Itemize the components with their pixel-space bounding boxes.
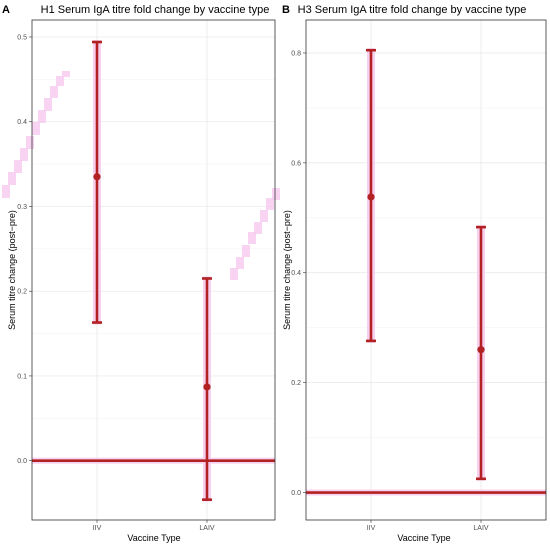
highlight-block xyxy=(254,222,262,234)
y-tick-label: 0.5 xyxy=(17,34,27,41)
panel-a-marks xyxy=(32,40,275,501)
highlight-block xyxy=(248,232,256,244)
panel-a-title: H1 Serum IgA titre fold change by vaccin… xyxy=(41,4,270,16)
point-estimate-iiv xyxy=(367,193,375,201)
highlight-block xyxy=(2,185,10,198)
panel-b-highlight-marks xyxy=(306,48,546,496)
panel-b-marks xyxy=(306,48,546,494)
x-tick-label: LAIV xyxy=(199,525,215,532)
point-estimate-laiv xyxy=(477,346,485,354)
panel-letter-b: B xyxy=(282,4,290,16)
point-estimate-laiv xyxy=(203,383,211,391)
highlight-block xyxy=(26,136,34,149)
highlight-block xyxy=(242,245,250,257)
highlight-block xyxy=(32,122,40,135)
panel-a-highlight-marks xyxy=(2,40,280,502)
highlight-block xyxy=(236,257,244,269)
highlight-block xyxy=(272,188,280,200)
x-tick-label: LAIV xyxy=(473,525,489,532)
panel-a-plot-frame xyxy=(31,19,276,521)
highlight-block xyxy=(38,110,46,123)
point-estimate-iiv xyxy=(93,173,101,181)
panel-a: A H1 Serum IgA titre fold change by vacc… xyxy=(2,4,280,543)
highlight-block xyxy=(44,98,52,111)
x-tick-label: IIV xyxy=(93,525,102,532)
highlight-block xyxy=(62,71,70,77)
y-tick-label: 0.4 xyxy=(291,270,301,277)
y-tick-label: 0.6 xyxy=(291,160,301,167)
panel-b-plot-frame xyxy=(305,19,547,521)
panel-a-x-axis-title: Vaccine Type xyxy=(127,533,180,543)
y-tick-label: 0.1 xyxy=(17,373,27,380)
highlight-block xyxy=(260,210,268,222)
y-tick-label: 0.8 xyxy=(291,50,301,57)
y-tick-label: 0.2 xyxy=(17,289,27,296)
y-tick-label: 0.0 xyxy=(291,490,301,497)
highlight-block xyxy=(56,76,64,86)
y-tick-label: 0.3 xyxy=(17,204,27,211)
panel-b-x-axis-title: Vaccine Type xyxy=(397,533,450,543)
y-tick-label: 0.4 xyxy=(17,119,27,126)
highlight-block xyxy=(50,86,58,98)
panel-a-ticks: 0.0 0.1 0.2 0.3 0.4 0.5 IIV LAIV xyxy=(17,34,215,532)
panel-letter-a: A xyxy=(2,4,10,16)
panel-b-ticks: 0.0 0.2 0.4 0.6 0.8 IIV LAIV xyxy=(291,50,489,532)
panel-b: B H3 Serum IgA titre fold change by vacc… xyxy=(282,4,547,543)
y-tick-label: 0.2 xyxy=(291,380,301,387)
highlight-block xyxy=(14,160,22,173)
highlight-block xyxy=(230,268,238,280)
highlight-block xyxy=(20,148,28,161)
panel-b-y-axis-title: Serum titre change (post−pre) xyxy=(282,210,292,330)
panel-b-gridlines xyxy=(306,20,546,520)
panel-a-y-axis-title: Serum titre change (post−pre) xyxy=(7,210,17,330)
y-tick-label: 0.0 xyxy=(17,458,27,465)
highlight-block xyxy=(266,198,274,210)
highlight-block xyxy=(8,172,16,185)
x-tick-label: IIV xyxy=(367,525,376,532)
panel-b-title: H3 Serum IgA titre fold change by vaccin… xyxy=(298,4,527,16)
panel-a-gridlines xyxy=(32,20,275,520)
